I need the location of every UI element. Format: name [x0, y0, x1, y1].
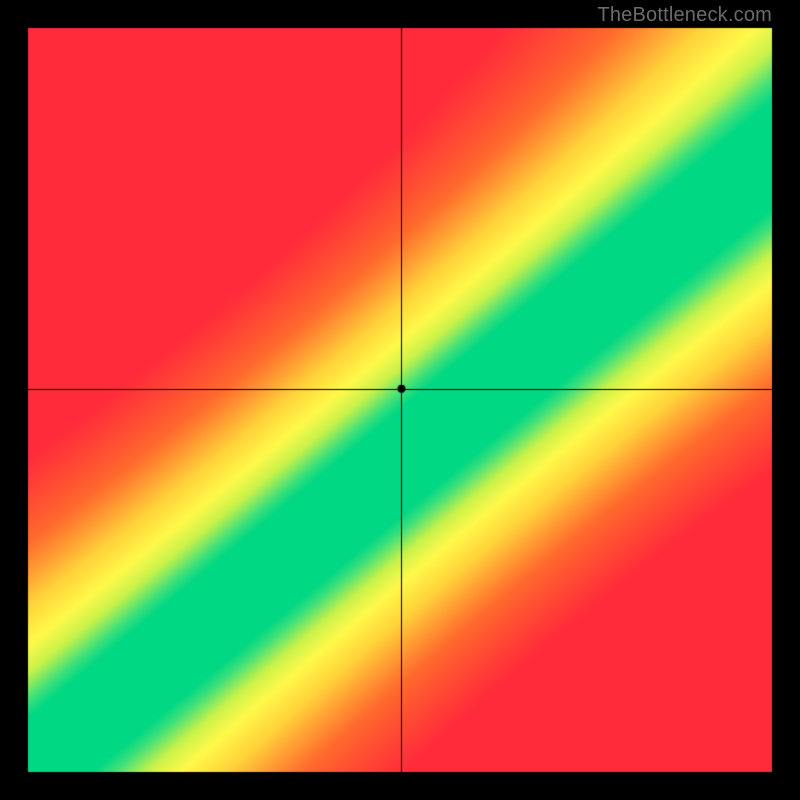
- bottleneck-heatmap-canvas: [0, 0, 800, 800]
- watermark-text: TheBottleneck.com: [597, 4, 772, 27]
- chart-stage: TheBottleneck.com: [0, 0, 800, 800]
